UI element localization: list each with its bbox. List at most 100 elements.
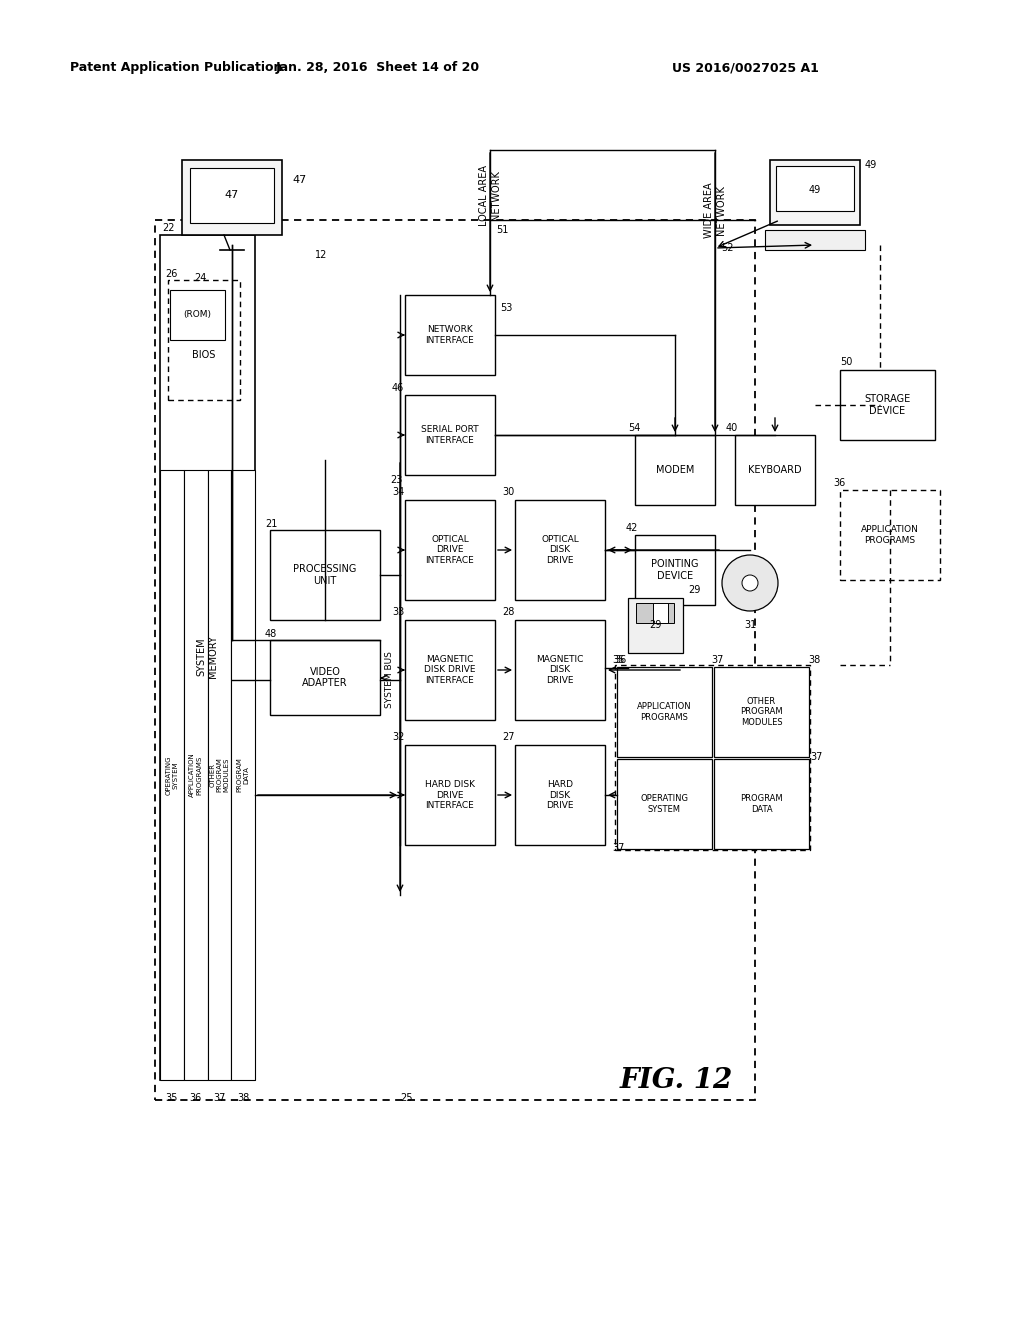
Text: 27: 27	[502, 733, 514, 742]
Text: (ROM): (ROM)	[183, 310, 211, 319]
Bar	[617, 667, 712, 756]
Text: OTHER
PROGRAM
MODULES: OTHER PROGRAM MODULES	[209, 758, 229, 792]
Text: 36: 36	[189, 1093, 202, 1104]
Text: 50: 50	[840, 356, 852, 367]
Text: PROGRAM
DATA: PROGRAM DATA	[740, 795, 782, 813]
Text: STORAGE
DEVICE: STORAGE DEVICE	[864, 395, 910, 416]
Bar	[840, 370, 935, 440]
Text: 31: 31	[743, 620, 756, 630]
Text: Patent Application Publication: Patent Application Publication	[70, 62, 283, 74]
Text: APPLICATION
PROGRAMS: APPLICATION PROGRAMS	[861, 525, 919, 545]
Text: 21: 21	[265, 519, 278, 529]
Bar	[515, 500, 605, 601]
Text: NETWORK
INTERFACE: NETWORK INTERFACE	[426, 325, 474, 345]
Text: OPERATING
SYSTEM: OPERATING SYSTEM	[640, 795, 688, 813]
Text: 38: 38	[808, 655, 820, 665]
Bar	[208, 470, 231, 1080]
Text: 12: 12	[315, 249, 328, 260]
Text: 37: 37	[612, 843, 625, 853]
Text: POINTING
DEVICE: POINTING DEVICE	[651, 560, 698, 581]
Text: 52: 52	[721, 243, 733, 253]
Bar	[636, 603, 674, 623]
Text: PROCESSING
UNIT: PROCESSING UNIT	[293, 564, 356, 586]
Bar	[406, 620, 495, 719]
Text: HARD
DISK
DRIVE: HARD DISK DRIVE	[546, 780, 573, 810]
Bar	[765, 230, 865, 249]
Text: MAGNETIC
DISK
DRIVE: MAGNETIC DISK DRIVE	[537, 655, 584, 685]
Circle shape	[742, 576, 758, 591]
Bar	[515, 744, 605, 845]
Text: 49: 49	[865, 160, 878, 170]
Bar	[190, 168, 274, 223]
Text: OPTICAL
DRIVE
INTERFACE: OPTICAL DRIVE INTERFACE	[426, 535, 474, 565]
Circle shape	[722, 554, 778, 611]
Text: 36: 36	[833, 478, 845, 488]
Text: 47: 47	[225, 190, 240, 201]
Text: 34: 34	[392, 487, 404, 498]
Text: 28: 28	[502, 607, 514, 616]
Bar	[406, 395, 495, 475]
Text: 53: 53	[500, 304, 512, 313]
Bar	[628, 598, 683, 653]
Bar	[170, 290, 225, 341]
Text: MAGNETIC
DISK DRIVE
INTERFACE: MAGNETIC DISK DRIVE INTERFACE	[424, 655, 476, 685]
Bar	[770, 160, 860, 224]
Bar	[155, 220, 755, 1100]
Text: 38: 38	[237, 1093, 249, 1104]
Bar	[183, 470, 208, 1080]
Bar	[231, 470, 255, 1080]
Text: 36: 36	[614, 655, 627, 665]
Bar	[270, 531, 380, 620]
Text: 37: 37	[213, 1093, 225, 1104]
Text: US 2016/0027025 A1: US 2016/0027025 A1	[672, 62, 819, 74]
Text: WIDE AREA
NETWORK: WIDE AREA NETWORK	[705, 182, 726, 238]
Text: 29: 29	[688, 585, 700, 595]
Bar	[714, 759, 809, 849]
Text: 22: 22	[162, 223, 174, 234]
Text: 40: 40	[726, 422, 738, 433]
Text: 26: 26	[165, 269, 177, 279]
Text: 30: 30	[502, 487, 514, 498]
Bar	[840, 490, 940, 579]
Text: 24: 24	[194, 273, 206, 282]
Text: KEYBOARD: KEYBOARD	[749, 465, 802, 475]
Text: PROGRAM
DATA: PROGRAM DATA	[237, 758, 250, 792]
Text: OPTICAL
DISK
DRIVE: OPTICAL DISK DRIVE	[541, 535, 579, 565]
Bar	[714, 667, 809, 756]
Bar	[160, 470, 183, 1080]
Text: 51: 51	[496, 224, 508, 235]
Text: APPLICATION
PROGRAMS: APPLICATION PROGRAMS	[189, 752, 202, 797]
Text: 32: 32	[392, 733, 404, 742]
Text: LOCAL AREA
NETWORK: LOCAL AREA NETWORK	[479, 165, 501, 226]
Text: 29: 29	[649, 620, 662, 630]
Text: 48: 48	[265, 630, 278, 639]
Bar	[635, 535, 715, 605]
Text: 46: 46	[392, 383, 404, 393]
Bar	[406, 744, 495, 845]
Text: 37: 37	[711, 655, 723, 665]
Text: 35: 35	[166, 1093, 178, 1104]
Text: VIDEO
ADAPTER: VIDEO ADAPTER	[302, 667, 348, 688]
Text: SERIAL PORT
INTERFACE: SERIAL PORT INTERFACE	[421, 425, 479, 445]
Bar	[515, 620, 605, 719]
Text: HARD DISK
DRIVE
INTERFACE: HARD DISK DRIVE INTERFACE	[425, 780, 475, 810]
Text: 35: 35	[612, 655, 625, 665]
Text: APPLICATION
PROGRAMS: APPLICATION PROGRAMS	[637, 702, 692, 722]
Text: 47: 47	[292, 176, 306, 185]
Text: 42: 42	[626, 523, 638, 533]
Bar	[735, 436, 815, 506]
Text: 49: 49	[809, 185, 821, 195]
Bar	[182, 160, 282, 235]
Bar	[615, 665, 810, 850]
Bar	[160, 235, 255, 1080]
Text: MODEM: MODEM	[655, 465, 694, 475]
Text: 23: 23	[390, 475, 402, 484]
Bar	[635, 436, 715, 506]
Text: SYSTEM BUS: SYSTEM BUS	[385, 652, 394, 709]
Text: 33: 33	[392, 607, 404, 616]
Text: BIOS: BIOS	[193, 350, 216, 360]
Bar	[406, 294, 495, 375]
Text: SYSTEM
MEMORY: SYSTEM MEMORY	[197, 635, 218, 678]
Bar	[406, 500, 495, 601]
Bar	[270, 640, 380, 715]
